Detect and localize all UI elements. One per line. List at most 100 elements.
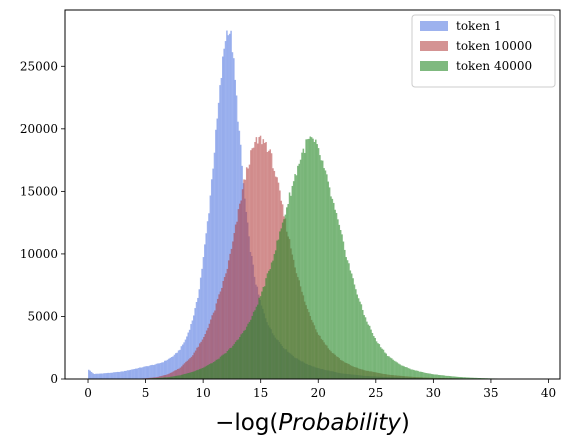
histogram-bar xyxy=(455,376,458,379)
histogram-bar xyxy=(420,371,422,379)
histogram-bar xyxy=(392,359,394,379)
histogram-bar xyxy=(169,372,172,379)
histogram-bar xyxy=(181,366,183,379)
histogram-bar xyxy=(261,291,263,379)
histogram-bar xyxy=(254,142,256,379)
histogram-bar xyxy=(247,323,249,379)
histogram-bar xyxy=(140,367,143,379)
histogram-bar xyxy=(89,370,91,379)
histogram-bar xyxy=(198,289,201,379)
histogram-bar xyxy=(248,164,251,379)
histogram-bar xyxy=(232,345,234,379)
histogram-bar xyxy=(251,148,254,379)
histogram-bar xyxy=(241,333,244,379)
x-tick-label: 20 xyxy=(311,386,326,400)
histogram-bar xyxy=(292,181,295,379)
histogram-bar xyxy=(204,366,207,379)
histogram-bar xyxy=(161,375,164,379)
histogram-bar xyxy=(183,342,185,379)
histogram-bar xyxy=(391,358,393,379)
histogram-bar xyxy=(122,371,125,379)
histogram-bar xyxy=(214,310,216,379)
histogram-bar xyxy=(193,371,195,379)
histogram-bar xyxy=(444,375,447,379)
histogram-bar xyxy=(216,298,219,379)
x-tick-label: 0 xyxy=(84,386,92,400)
histogram-bar xyxy=(241,189,244,379)
histogram-bar xyxy=(402,365,404,379)
histogram-bar xyxy=(236,340,238,379)
histogram-bar xyxy=(233,58,235,380)
x-tick-label: 10 xyxy=(195,386,210,400)
histogram-bar xyxy=(194,308,196,379)
histogram-bar xyxy=(171,372,173,379)
histogram-bar xyxy=(277,239,280,379)
y-tick-label: 0 xyxy=(50,372,58,386)
histogram-bar xyxy=(166,359,169,379)
histogram-bar xyxy=(439,375,441,379)
histogram-bar xyxy=(119,371,122,379)
histogram-bar xyxy=(399,364,401,379)
histogram-bar xyxy=(212,168,214,379)
histogram-bar xyxy=(294,174,296,379)
legend-label: token 40000 xyxy=(456,59,532,73)
histogram-bar xyxy=(239,203,241,379)
histogram-bar xyxy=(312,138,314,379)
histogram-bar xyxy=(193,352,195,379)
histogram-bar xyxy=(320,160,323,379)
histogram-bar xyxy=(150,365,152,379)
histogram-bar xyxy=(96,373,98,379)
histogram-bar xyxy=(195,301,198,379)
histogram-bar xyxy=(176,369,179,379)
histogram-bar xyxy=(225,273,227,379)
histogram-bar xyxy=(435,374,437,379)
histogram-bar xyxy=(478,377,480,379)
histogram-bar xyxy=(228,33,231,379)
histogram-bar xyxy=(134,368,137,379)
histogram-bar xyxy=(208,323,211,379)
histogram-bar xyxy=(214,361,216,379)
x-axis-label-italic: Probability xyxy=(278,410,401,436)
histogram-bar xyxy=(431,374,433,379)
histogram-bar xyxy=(200,368,202,379)
x-axis-label: −log(Probability) xyxy=(215,410,410,436)
legend-swatch xyxy=(420,21,448,31)
histogram-bar xyxy=(182,374,184,379)
histogram-bar xyxy=(265,141,267,379)
histogram-bar xyxy=(228,349,230,379)
histogram-bar xyxy=(473,377,476,379)
x-axis-label-prefix: −log( xyxy=(215,410,278,436)
histogram-bar xyxy=(422,372,425,379)
histogram-bar xyxy=(342,241,345,379)
histogram-bar xyxy=(222,280,225,379)
histogram-bar xyxy=(227,35,230,379)
histogram-bar xyxy=(154,364,156,379)
histogram-bar xyxy=(223,48,225,380)
x-axis-label-suffix: ) xyxy=(401,410,410,436)
histogram-bar xyxy=(411,369,414,379)
histogram-bar xyxy=(341,234,343,379)
histogram-bar xyxy=(192,371,194,379)
histogram-bar xyxy=(303,152,306,379)
histogram-bar xyxy=(433,374,436,379)
histogram-bar xyxy=(257,304,259,379)
histogram-bar xyxy=(101,373,104,379)
histogram-bar xyxy=(262,287,265,379)
histogram-bar xyxy=(443,375,446,379)
histogram-bar xyxy=(240,334,242,379)
histogram-bar xyxy=(436,374,439,379)
histogram-bar xyxy=(216,118,219,379)
histogram-bar xyxy=(259,296,262,379)
histogram-bar xyxy=(165,360,167,379)
histogram-bar xyxy=(100,373,102,379)
histogram-bar xyxy=(136,368,138,379)
histogram-bar xyxy=(327,181,329,379)
histogram-bar xyxy=(377,343,379,379)
histogram-bar xyxy=(200,341,202,379)
histogram-bar xyxy=(174,370,176,379)
histogram-bar xyxy=(259,135,262,379)
histogram-bar xyxy=(356,294,358,379)
histogram-bar xyxy=(350,273,353,379)
histogram-bar xyxy=(203,336,205,379)
histogram-bar xyxy=(210,319,212,379)
